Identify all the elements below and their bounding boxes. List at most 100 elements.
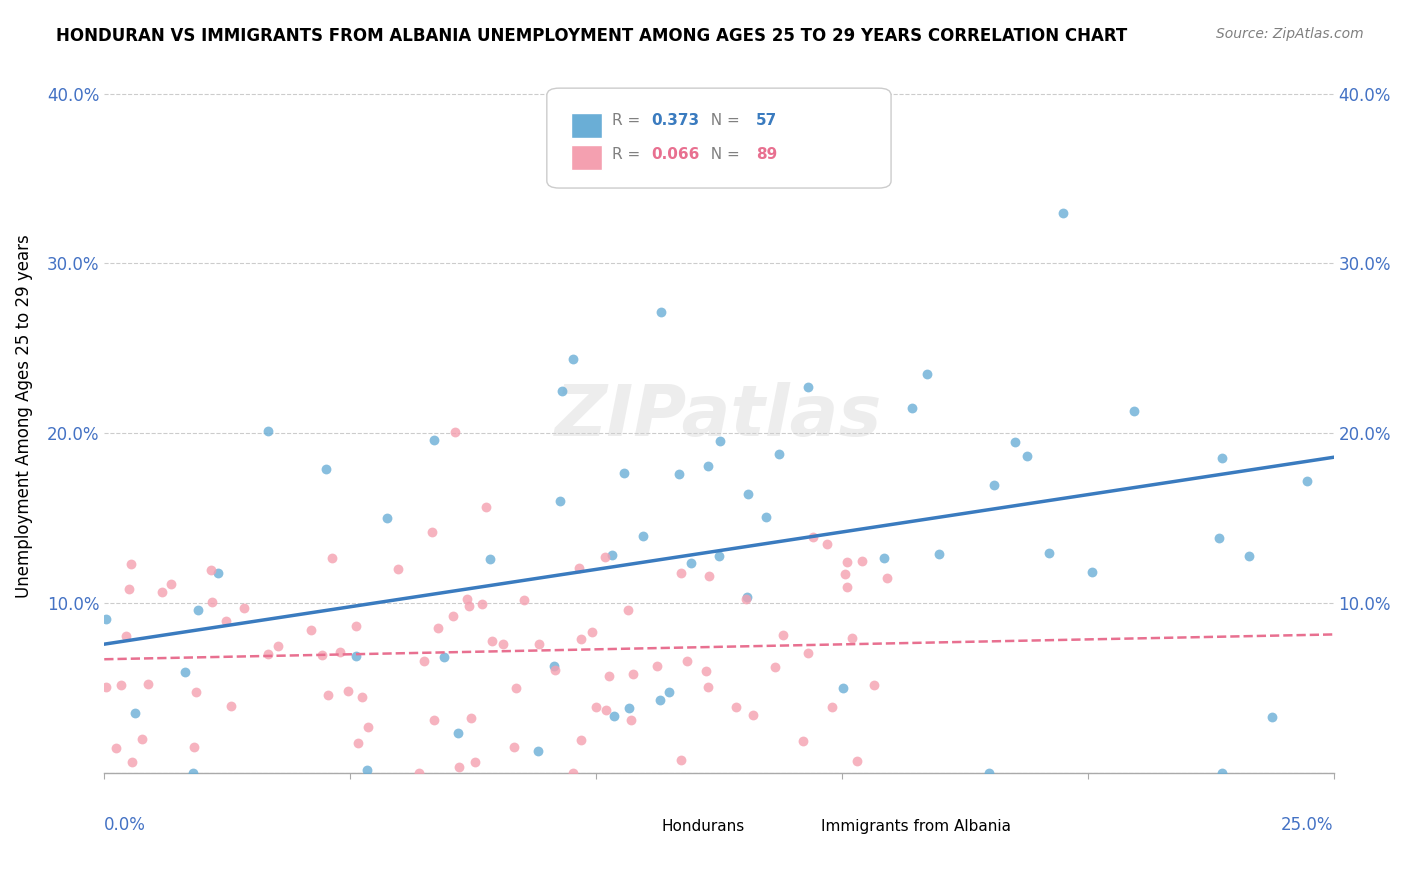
- Point: [207, 566, 229, 580]
- Point: [200, 563, 222, 577]
- Point: [669, 753, 692, 767]
- Point: [233, 601, 256, 615]
- Point: [763, 660, 786, 674]
- Point: [1038, 546, 1060, 560]
- Point: [321, 551, 343, 566]
- Point: [460, 711, 482, 725]
- Point: [356, 720, 378, 734]
- Point: [350, 690, 373, 705]
- Point: [837, 555, 859, 569]
- Point: [543, 659, 565, 673]
- Point: [801, 530, 824, 544]
- FancyBboxPatch shape: [620, 816, 651, 838]
- Point: [593, 549, 616, 564]
- Text: Hondurans: Hondurans: [661, 819, 744, 834]
- Point: [423, 713, 446, 727]
- Point: [1015, 449, 1038, 463]
- Point: [492, 636, 515, 650]
- Text: 57: 57: [756, 112, 778, 128]
- Point: [315, 461, 337, 475]
- Point: [696, 458, 718, 473]
- FancyBboxPatch shape: [571, 113, 602, 138]
- Point: [862, 678, 884, 692]
- Point: [645, 659, 668, 673]
- Point: [505, 681, 527, 696]
- Point: [707, 549, 730, 563]
- Point: [681, 556, 703, 570]
- Point: [475, 500, 498, 515]
- Point: [598, 669, 620, 683]
- Point: [121, 755, 143, 769]
- Point: [668, 467, 690, 481]
- Point: [612, 466, 634, 480]
- Point: [337, 684, 360, 698]
- Point: [183, 739, 205, 754]
- Point: [616, 603, 638, 617]
- Point: [94, 612, 117, 626]
- Text: Source: ZipAtlas.com: Source: ZipAtlas.com: [1216, 27, 1364, 41]
- Point: [543, 663, 565, 677]
- Point: [548, 493, 571, 508]
- Point: [1052, 205, 1074, 219]
- Point: [837, 580, 859, 594]
- FancyBboxPatch shape: [780, 816, 811, 838]
- Point: [742, 707, 765, 722]
- Point: [118, 582, 141, 596]
- Point: [1211, 451, 1233, 466]
- Point: [503, 739, 526, 754]
- Point: [408, 766, 430, 780]
- Text: 0.373: 0.373: [651, 112, 699, 128]
- Point: [675, 654, 697, 668]
- Point: [695, 665, 717, 679]
- Point: [834, 566, 856, 581]
- Point: [569, 632, 592, 646]
- Point: [648, 692, 671, 706]
- Text: N =: N =: [700, 147, 744, 162]
- Point: [797, 646, 820, 660]
- Point: [377, 511, 399, 525]
- Text: 0.066: 0.066: [651, 147, 700, 162]
- Point: [551, 384, 574, 398]
- Point: [257, 425, 280, 439]
- Point: [876, 571, 898, 585]
- Point: [658, 685, 681, 699]
- Point: [184, 685, 207, 699]
- FancyBboxPatch shape: [547, 88, 891, 188]
- Point: [267, 639, 290, 653]
- Point: [471, 597, 494, 611]
- Point: [768, 446, 790, 460]
- Point: [915, 368, 938, 382]
- Point: [755, 510, 778, 524]
- Text: ZIPatlas: ZIPatlas: [555, 382, 883, 450]
- Point: [104, 740, 127, 755]
- Point: [669, 566, 692, 580]
- Point: [456, 592, 478, 607]
- Point: [603, 708, 626, 723]
- Point: [187, 603, 209, 617]
- Point: [115, 629, 138, 643]
- Point: [527, 744, 550, 758]
- Point: [846, 754, 869, 768]
- Point: [569, 732, 592, 747]
- Point: [479, 552, 502, 566]
- Point: [792, 734, 814, 748]
- Point: [387, 562, 409, 576]
- Point: [426, 621, 449, 635]
- Point: [527, 637, 550, 651]
- Point: [423, 433, 446, 447]
- Point: [600, 548, 623, 562]
- Point: [131, 731, 153, 746]
- Point: [311, 648, 333, 662]
- Point: [873, 550, 896, 565]
- Point: [841, 631, 863, 645]
- Point: [1123, 404, 1146, 418]
- Point: [977, 766, 1000, 780]
- Point: [725, 700, 748, 714]
- Text: R =: R =: [612, 147, 645, 162]
- Point: [709, 434, 731, 449]
- Point: [110, 678, 132, 692]
- Point: [181, 766, 204, 780]
- Point: [1208, 531, 1230, 545]
- Point: [344, 619, 367, 633]
- Point: [631, 529, 654, 543]
